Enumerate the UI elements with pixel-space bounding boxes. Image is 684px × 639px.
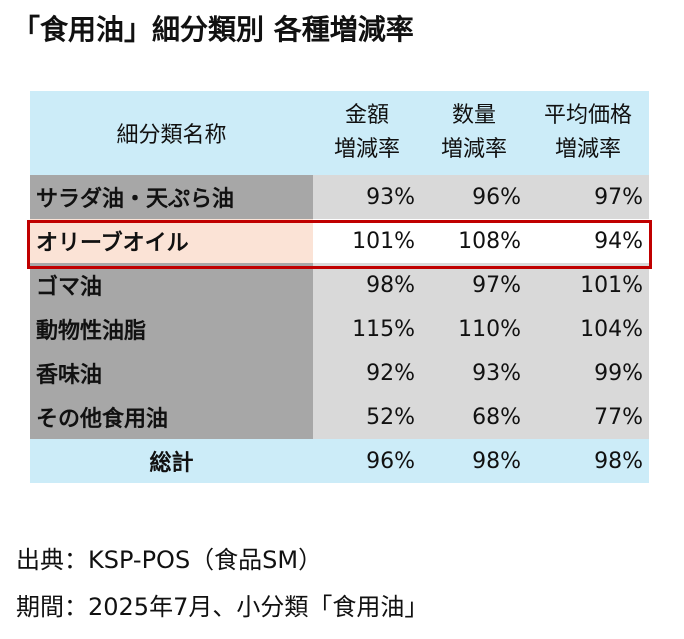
row-avg-price: 99% [527,351,649,395]
growth-rate-table: 細分類名称 金額 数量 平均価格 増減率 増減率 増減率 サラダ油・天ぷら油 9… [30,91,649,483]
source-note: 出典：KSP-POS（食品SM） [16,546,323,574]
row-quantity: 108% [421,219,527,263]
row-amount: 115% [313,307,421,351]
row-amount: 101% [313,219,421,263]
row-avg-price: 77% [527,395,649,439]
total-amount: 96% [313,439,421,483]
row-avg-price: 101% [527,263,649,307]
row-amount: 93% [313,175,421,219]
total-avg-price: 98% [527,439,649,483]
row-amount: 92% [313,351,421,395]
row-quantity: 97% [421,263,527,307]
row-name: サラダ油・天ぷら油 [30,175,313,219]
header-avg-price-line2: 増減率 [527,133,649,175]
row-amount: 98% [313,263,421,307]
row-quantity: 96% [421,175,527,219]
row-avg-price: 104% [527,307,649,351]
row-name: その他食用油 [30,395,313,439]
header-amount-line1: 金額 [313,91,421,133]
row-amount: 52% [313,395,421,439]
period-note: 期間：2025年7月、小分類「食用油」 [16,593,429,621]
table-row: サラダ油・天ぷら油 93% 96% 97% [30,175,649,219]
row-name: オリーブオイル [30,219,313,263]
table-row: その他食用油 52% 68% 77% [30,395,649,439]
header-quantity-line1: 数量 [421,91,527,133]
table-header-row-2: 増減率 増減率 増減率 [30,133,649,175]
row-name: 動物性油脂 [30,307,313,351]
table-row: 動物性油脂 115% 110% 104% [30,307,649,351]
row-quantity: 93% [421,351,527,395]
row-name: 香味油 [30,351,313,395]
header-category-name: 細分類名称 [30,91,313,175]
header-quantity-line2: 増減率 [421,133,527,175]
row-quantity: 110% [421,307,527,351]
table-total-row: 総計 96% 98% 98% [30,439,649,483]
header-avg-price-line1: 平均価格 [527,91,649,133]
row-avg-price: 97% [527,175,649,219]
total-name: 総計 [30,439,313,483]
table-row: ゴマ油 98% 97% 101% [30,263,649,307]
page-title: 「食用油」細分類別 各種増減率 [12,13,414,46]
row-quantity: 68% [421,395,527,439]
row-name: ゴマ油 [30,263,313,307]
table-row: 香味油 92% 93% 99% [30,351,649,395]
row-avg-price: 94% [527,219,649,263]
total-quantity: 98% [421,439,527,483]
header-amount-line2: 増減率 [313,133,421,175]
table-header-row: 細分類名称 金額 数量 平均価格 [30,91,649,175]
table-row-highlighted: オリーブオイル 101% 108% 94% [30,219,649,263]
